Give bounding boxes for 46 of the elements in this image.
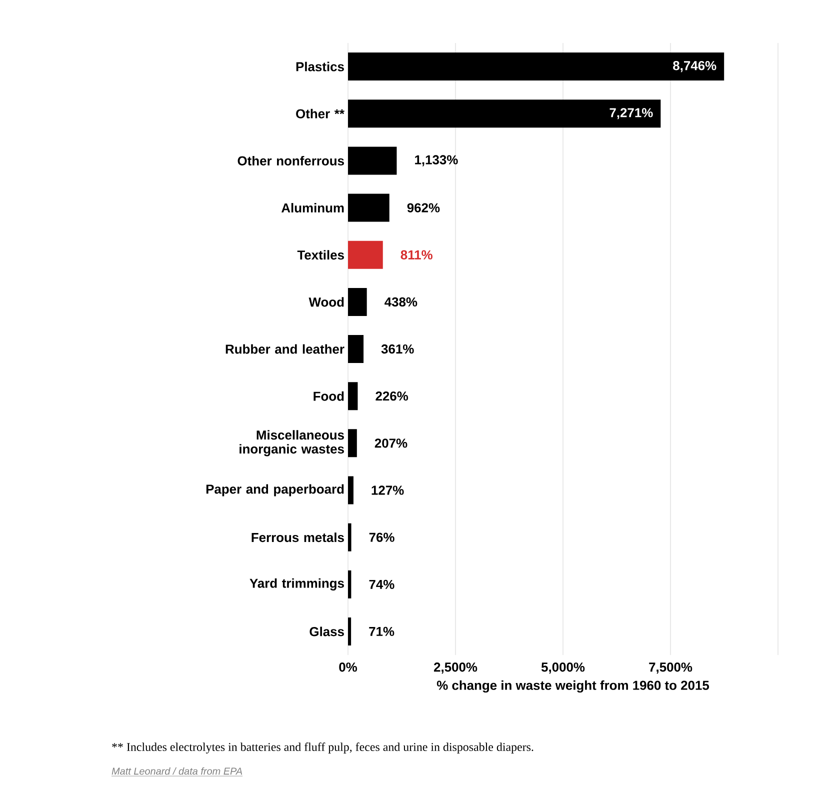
bar <box>348 429 357 458</box>
text: ** Includes electrolytes in batteries and fluff pulp, feces and urine in disposable diapers. <box>112 742 534 754</box>
bar <box>348 100 661 128</box>
data-label: 226% <box>376 392 408 401</box>
data-label: 438% <box>384 297 418 307</box>
text: Matt Leonard / data from EPA <box>112 767 242 775</box>
y-tick-label: Miscellaneous inorganic wastes <box>240 430 344 456</box>
x-axis-title: % change in waste weight from 1960 to 2015 <box>436 680 710 693</box>
bar <box>348 382 358 410</box>
data-label: 8,746% <box>673 61 716 72</box>
bar <box>348 52 724 81</box>
data-label: 207% <box>374 438 408 448</box>
x-tick-label: 7,500% <box>649 662 692 674</box>
y-tick-label: Textiles <box>297 250 344 260</box>
x-tick-label: 5,000% <box>541 662 585 674</box>
data-label: 74% <box>369 580 394 589</box>
y-tick-label: Other ** <box>296 108 344 118</box>
y-tick-label: Aluminum <box>281 203 344 213</box>
y-tick-label: Wood <box>308 297 344 307</box>
data-label: 962% <box>407 203 440 212</box>
data-label: 1,133% <box>415 155 458 166</box>
data-label: 811% <box>400 250 432 260</box>
data-label: 361% <box>381 344 414 354</box>
y-tick-label: Rubber and leather <box>226 344 344 354</box>
data-label: 76% <box>369 532 394 542</box>
data-label: 71% <box>369 626 394 636</box>
y-tick-label: Food <box>314 391 344 401</box>
bar <box>348 146 397 175</box>
y-tick-label: Other nonferrous <box>238 156 344 166</box>
bar <box>348 476 354 504</box>
x-tick-label: 0% <box>339 662 358 672</box>
data-label: 127% <box>372 486 404 495</box>
y-tick-label: Glass <box>310 626 344 636</box>
bar <box>348 335 364 364</box>
data-label: 7,271% <box>610 108 653 120</box>
bar <box>348 523 352 552</box>
bar <box>348 617 352 646</box>
y-tick-label: Ferrous metals <box>252 532 344 542</box>
y-tick-label: Paper and paperboard <box>206 484 344 496</box>
bar <box>348 194 390 222</box>
bar <box>348 288 367 316</box>
y-tick-label: Plastics <box>296 62 344 72</box>
y-tick-label: Yard trimmings <box>250 578 344 590</box>
bar <box>348 570 352 598</box>
bar <box>348 240 383 269</box>
x-tick-label: 2,500% <box>434 662 478 674</box>
